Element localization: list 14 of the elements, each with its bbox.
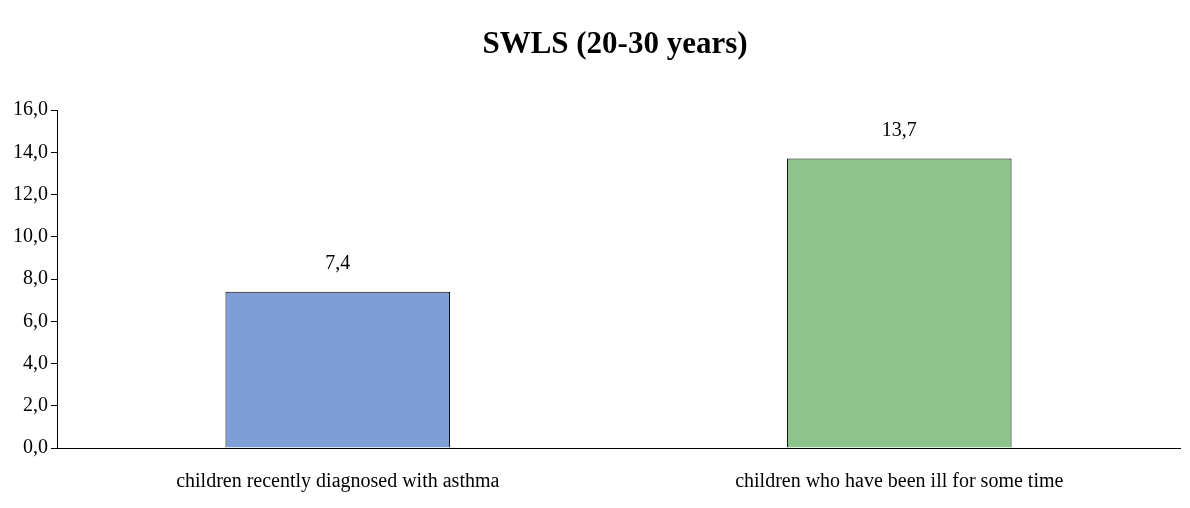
x-tick-label: children who have been ill for some time <box>735 469 1064 492</box>
y-tick-label: 6,0 <box>23 308 48 331</box>
x-tick-label: children recently diagnosed with asthma <box>176 469 500 493</box>
y-tick-label: 8,0 <box>23 266 48 289</box>
chart-title: SWLS (20-30 years) <box>481 24 749 62</box>
y-tick-label: 0,0 <box>23 435 48 458</box>
y-tick-label: 16,0 <box>13 97 48 120</box>
data-label: 7,4 <box>325 250 351 273</box>
y-tick-label: 2,0 <box>23 393 48 415</box>
data-label: 13,7 <box>881 117 917 140</box>
y-tick-label: 12,0 <box>13 181 48 204</box>
y-tick-label: 10,0 <box>13 224 48 246</box>
y-tick-label: 4,0 <box>23 350 48 373</box>
y-tick-label: 14,0 <box>13 139 48 162</box>
